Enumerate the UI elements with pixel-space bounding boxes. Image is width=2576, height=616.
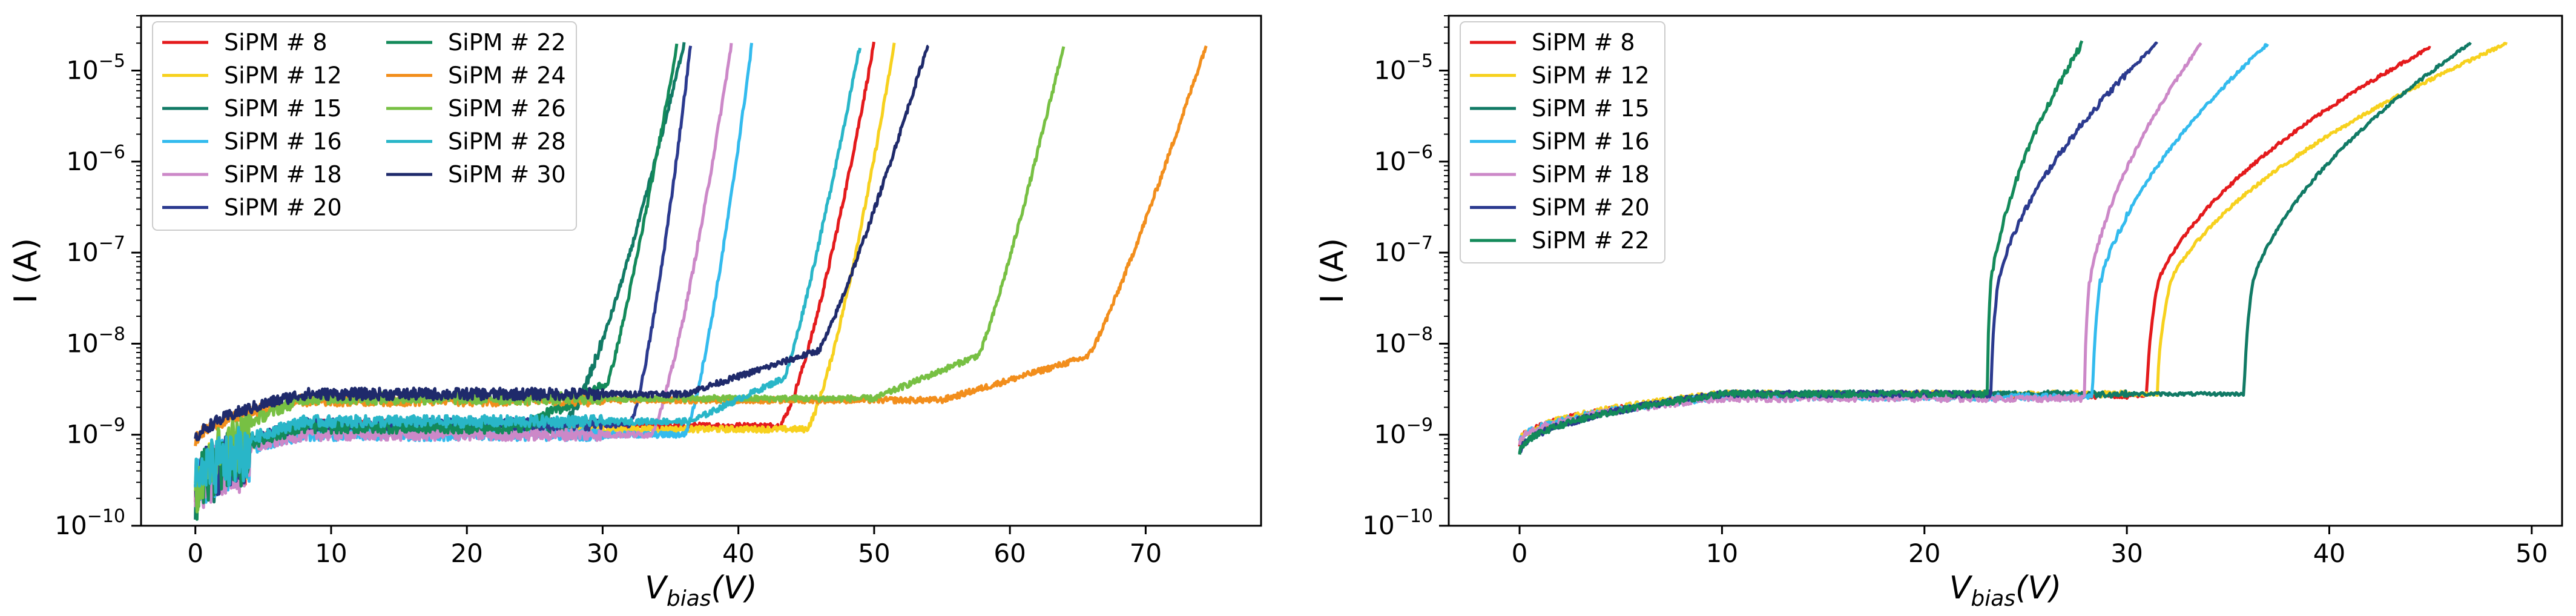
y-tick-label: 10−9 [66,415,125,449]
legend-item: SiPM # 12 [162,62,342,89]
legend-item: SiPM # 28 [386,128,566,155]
legend-item: SiPM # 8 [162,29,328,56]
legend-label: SiPM # 16 [224,128,342,155]
legend-label: SiPM # 22 [1532,227,1650,254]
legend-item: SiPM # 24 [386,62,566,89]
legend-label: SiPM # 8 [224,29,328,56]
y-tick-label: 10−9 [1374,415,1433,449]
legend: SiPM # 8 SiPM # 12 SiPM # 15 SiPM # 16 SiPM … [1460,21,1665,263]
legend-frame [152,21,577,231]
legend: SiPM # 8 SiPM # 12 SiPM # 15 SiPM # 16 SiPM … [152,21,577,231]
x-tick-label: 10 [315,538,347,568]
legend-label: SiPM # 12 [1532,62,1650,89]
legend-item: SiPM # 8 [1470,29,1635,56]
legend-item: SiPM # 22 [386,29,566,56]
x-tick-label: 50 [2515,538,2548,568]
legend-item: SiPM # 16 [162,128,342,155]
legend-item: SiPM # 18 [162,161,342,188]
y-tick-label: 10−10 [1362,506,1433,540]
axes-frame [1448,15,2563,527]
legend-label: SiPM # 22 [448,29,566,56]
x-tick-label: 30 [587,538,619,568]
legend-item: SiPM # 20 [162,194,342,221]
series-line-28 [194,47,862,494]
legend-item: SiPM # 22 [1470,227,1650,254]
legend-item: SiPM # 12 [1470,62,1650,89]
legend-label: SiPM # 28 [448,128,566,155]
x-tick-label: 20 [450,538,483,568]
x-tick-label: 50 [858,538,890,568]
legend-label: SiPM # 16 [1532,128,1650,155]
legend-label: SiPM # 12 [224,62,342,89]
axes-frame [140,15,1262,527]
y-tick-label: 10−7 [1374,233,1433,267]
legend-label: SiPM # 30 [448,161,566,188]
plot-area [1518,40,2508,455]
legend-item: SiPM # 26 [386,95,566,122]
x-axis-label: Vbias(V) [1949,570,2061,611]
legend-label: SiPM # 8 [1532,29,1635,56]
y-tick-label: 10−7 [66,233,125,267]
y-axis-label: I (A) [1314,238,1351,303]
y-axis-label: I (A) [8,238,44,303]
x-tick-label: 0 [187,538,203,568]
y-tick-label: 10−5 [66,50,125,85]
legend-label: SiPM # 20 [224,194,342,221]
legend-label: SiPM # 24 [448,62,566,89]
legend-label: SiPM # 18 [1532,161,1650,188]
x-tick-label: 30 [2110,538,2143,568]
y-tick-label: 10−6 [1374,142,1433,176]
legend-label: SiPM # 15 [224,95,342,122]
series-line-22 [1518,40,2084,455]
legend-item: SiPM # 16 [1470,128,1650,155]
y-tick-label: 10−8 [66,323,125,358]
y-tick-label: 10−6 [66,142,125,176]
x-axis-label: Vbias(V) [645,570,757,611]
legend-item: SiPM # 30 [386,161,566,188]
legend-label: SiPM # 18 [224,161,342,188]
y-tick-label: 10−8 [1374,323,1433,358]
legend-label: SiPM # 15 [1532,95,1650,122]
legend-item: SiPM # 15 [1470,95,1650,122]
y-tick-label: 10−5 [1374,50,1433,85]
x-tick-label: 20 [1908,538,1940,568]
x-tick-label: 0 [1512,538,1528,568]
legend-item: SiPM # 18 [1470,161,1650,188]
legend-item: SiPM # 15 [162,95,342,122]
y-tick-label: 10−10 [54,506,125,540]
x-tick-label: 40 [2313,538,2345,568]
series-line-30 [194,44,930,442]
plot-area [194,41,1208,521]
legend-label: SiPM # 20 [1532,194,1650,221]
legend-frame [1460,21,1665,263]
x-tick-label: 60 [993,538,1026,568]
legend-label: SiPM # 26 [448,95,566,122]
x-tick-label: 10 [1706,538,1738,568]
right-chart-panel: 0 10 20 30 40 50 10−10 10−9 10−8 10−7 10−6 10−5 Vbia… [1314,15,2563,611]
x-tick-label: 40 [722,538,754,568]
legend-item: SiPM # 20 [1470,194,1650,221]
left-chart-panel: 0 10 20 30 40 50 60 70 10−10 10−9 10−8 10−7 10−6 10−5… [8,15,1262,611]
series-line-24 [194,45,1208,446]
x-tick-label: 70 [1130,538,1162,568]
